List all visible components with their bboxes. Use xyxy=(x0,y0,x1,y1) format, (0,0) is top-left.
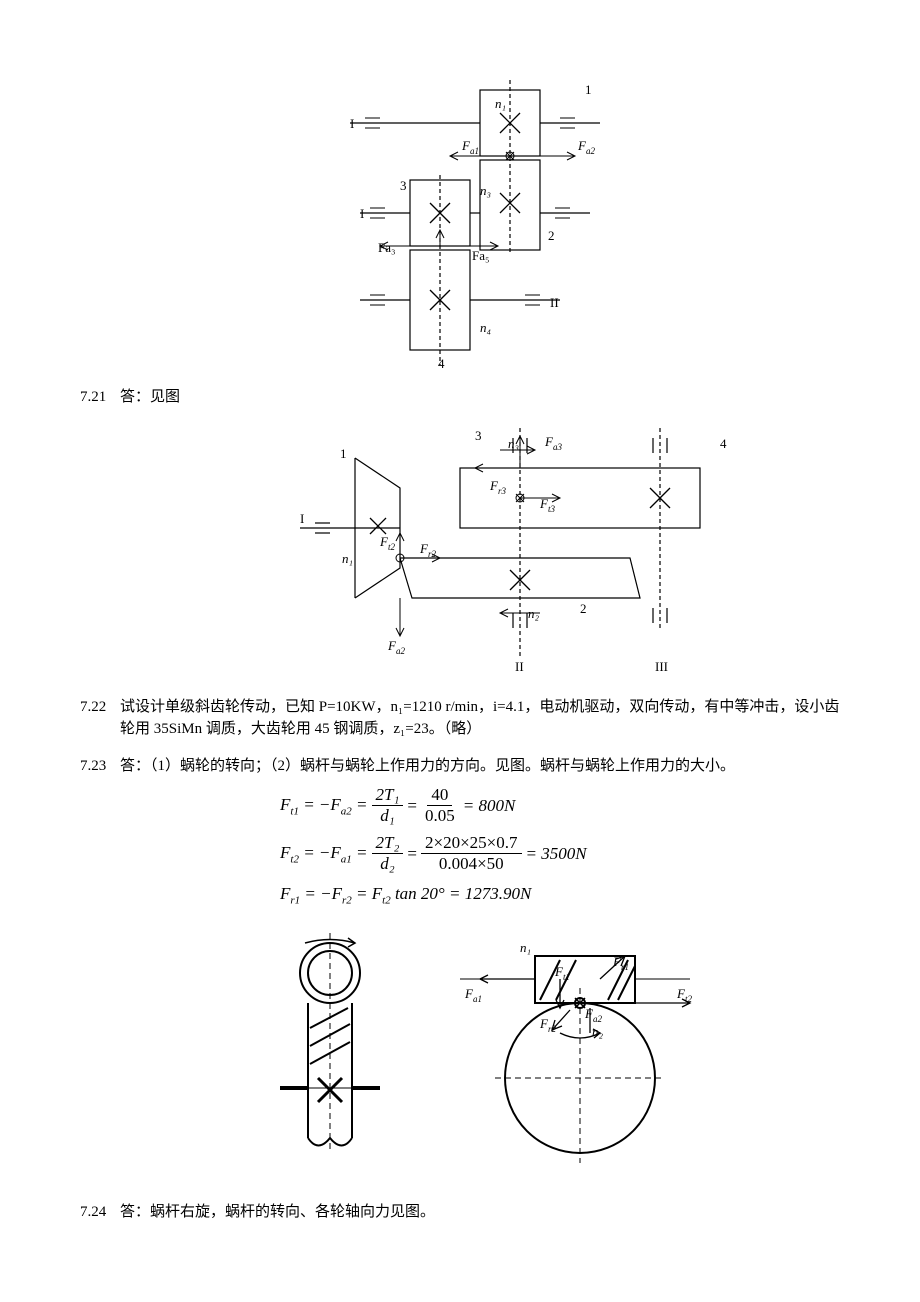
label-3: 3 xyxy=(400,178,407,193)
label-n4: n₄ xyxy=(480,320,492,335)
eq3: Fr1 = −Fr2 = Ft2 tan 20° = 1273.90N xyxy=(280,881,840,909)
f2-1: 1 xyxy=(340,446,347,461)
f2-4: 4 xyxy=(720,436,727,451)
f2-Fr3: Fr3 xyxy=(489,478,506,496)
gear-diagram-2: 1 2 3 4 I II III n₁ n₂ n₃ Ft2 Fr2 Fa2 Fa… xyxy=(280,418,780,678)
label-I: I xyxy=(350,116,354,131)
worm-diagram: n₁ n₂ Fa1 Ft1 Fr1 Fa2 Ft2 Fr2 xyxy=(260,928,720,1168)
equations-723: Ft1 = −Fa2 = 2T₁d₁ = 400.05 = 800N Ft2 =… xyxy=(280,785,840,908)
f3-Ft2: Ft2 xyxy=(676,986,692,1004)
label-Fa5: Fa₅ xyxy=(472,248,490,263)
f3-Ft1: Ft1 xyxy=(554,964,570,982)
f3-n2: n₂ xyxy=(592,1024,604,1039)
q724-num: 7.24 xyxy=(80,1201,120,1224)
label-Fa3: Fa₃ xyxy=(378,240,396,255)
gear-diagram-1: n₁ Fa1 Fa2 n₃ Fa₃ Fa₅ n₄ 1 2 3 4 I I II xyxy=(330,80,670,370)
f2-Fa3: Fa3 xyxy=(544,434,562,452)
f2-Fr2: Fr2 xyxy=(419,541,436,559)
label-Fa2: Fa2 xyxy=(577,138,595,156)
figure-7-21: 1 2 3 4 I II III n₁ n₂ n₃ Ft2 Fr2 Fa2 Fa… xyxy=(280,418,840,686)
f3-Fa1: Fa1 xyxy=(464,986,482,1004)
f2-Ft2: Ft2 xyxy=(379,534,395,552)
f2-n1: n₁ xyxy=(342,551,353,566)
f2-n3: n₃ xyxy=(508,436,519,451)
q724-line: 7.24 答：蜗杆右旋，蜗杆的转向、各轮轴向力见图。 xyxy=(80,1201,840,1224)
q721-text: 答：见图 xyxy=(120,386,840,409)
q724-text: 答：蜗杆右旋，蜗杆的转向、各轮轴向力见图。 xyxy=(120,1201,840,1224)
label-n3: n₃ xyxy=(480,183,491,198)
f3-n1: n₁ xyxy=(520,940,531,955)
figure-7-23: n₁ n₂ Fa1 Ft1 Fr1 Fa2 Ft2 Fr2 xyxy=(260,928,840,1176)
q722-num: 7.22 xyxy=(80,696,120,719)
q723-text: 答：（1）蜗轮的转向；（2）蜗杆与蜗轮上作用力的方向。见图。蜗杆与蜗轮上作用力的… xyxy=(120,755,840,778)
q721-num: 7.21 xyxy=(80,386,120,409)
f2-n2: n₂ xyxy=(528,606,540,621)
label-I2: I xyxy=(360,206,364,221)
label-4: 4 xyxy=(438,356,445,370)
q722-line: 7.22 试设计单级斜齿轮传动，已知 P=10KW，n₁=1210 r/min，… xyxy=(80,696,840,741)
f2-2: 2 xyxy=(580,601,587,616)
label-n1: n₁ xyxy=(495,96,506,111)
eq1: Ft1 = −Fa2 = 2T₁d₁ = 400.05 = 800N xyxy=(280,785,840,827)
f2-Fa2: Fa2 xyxy=(387,638,405,656)
q722-text: 试设计单级斜齿轮传动，已知 P=10KW，n₁=1210 r/min，i=4.1… xyxy=(120,696,840,741)
f2-I: I xyxy=(300,511,304,526)
label-II: II xyxy=(550,295,559,310)
figure-7-20: n₁ Fa1 Fa2 n₃ Fa₃ Fa₅ n₄ 1 2 3 4 I I II xyxy=(330,80,840,378)
f2-Ft3: Ft3 xyxy=(539,496,555,514)
f3-Fr2: Fr2 xyxy=(539,1016,556,1034)
label-Fa1: Fa1 xyxy=(461,138,479,156)
q721-line: 7.21 答：见图 xyxy=(80,386,840,409)
q723-line: 7.23 答：（1）蜗轮的转向；（2）蜗杆与蜗轮上作用力的方向。见图。蜗杆与蜗轮… xyxy=(80,755,840,778)
f3-Fa2: Fa2 xyxy=(584,1006,602,1024)
label-1: 1 xyxy=(585,82,592,97)
label-2: 2 xyxy=(548,228,555,243)
f2-3: 3 xyxy=(475,428,482,443)
f2-II: II xyxy=(515,659,524,674)
f2-III: III xyxy=(655,659,668,674)
eq2: Ft2 = −Fa1 = 2T₂d₂ = 2×20×25×0.70.004×50… xyxy=(280,833,840,875)
q723-num: 7.23 xyxy=(80,755,120,778)
